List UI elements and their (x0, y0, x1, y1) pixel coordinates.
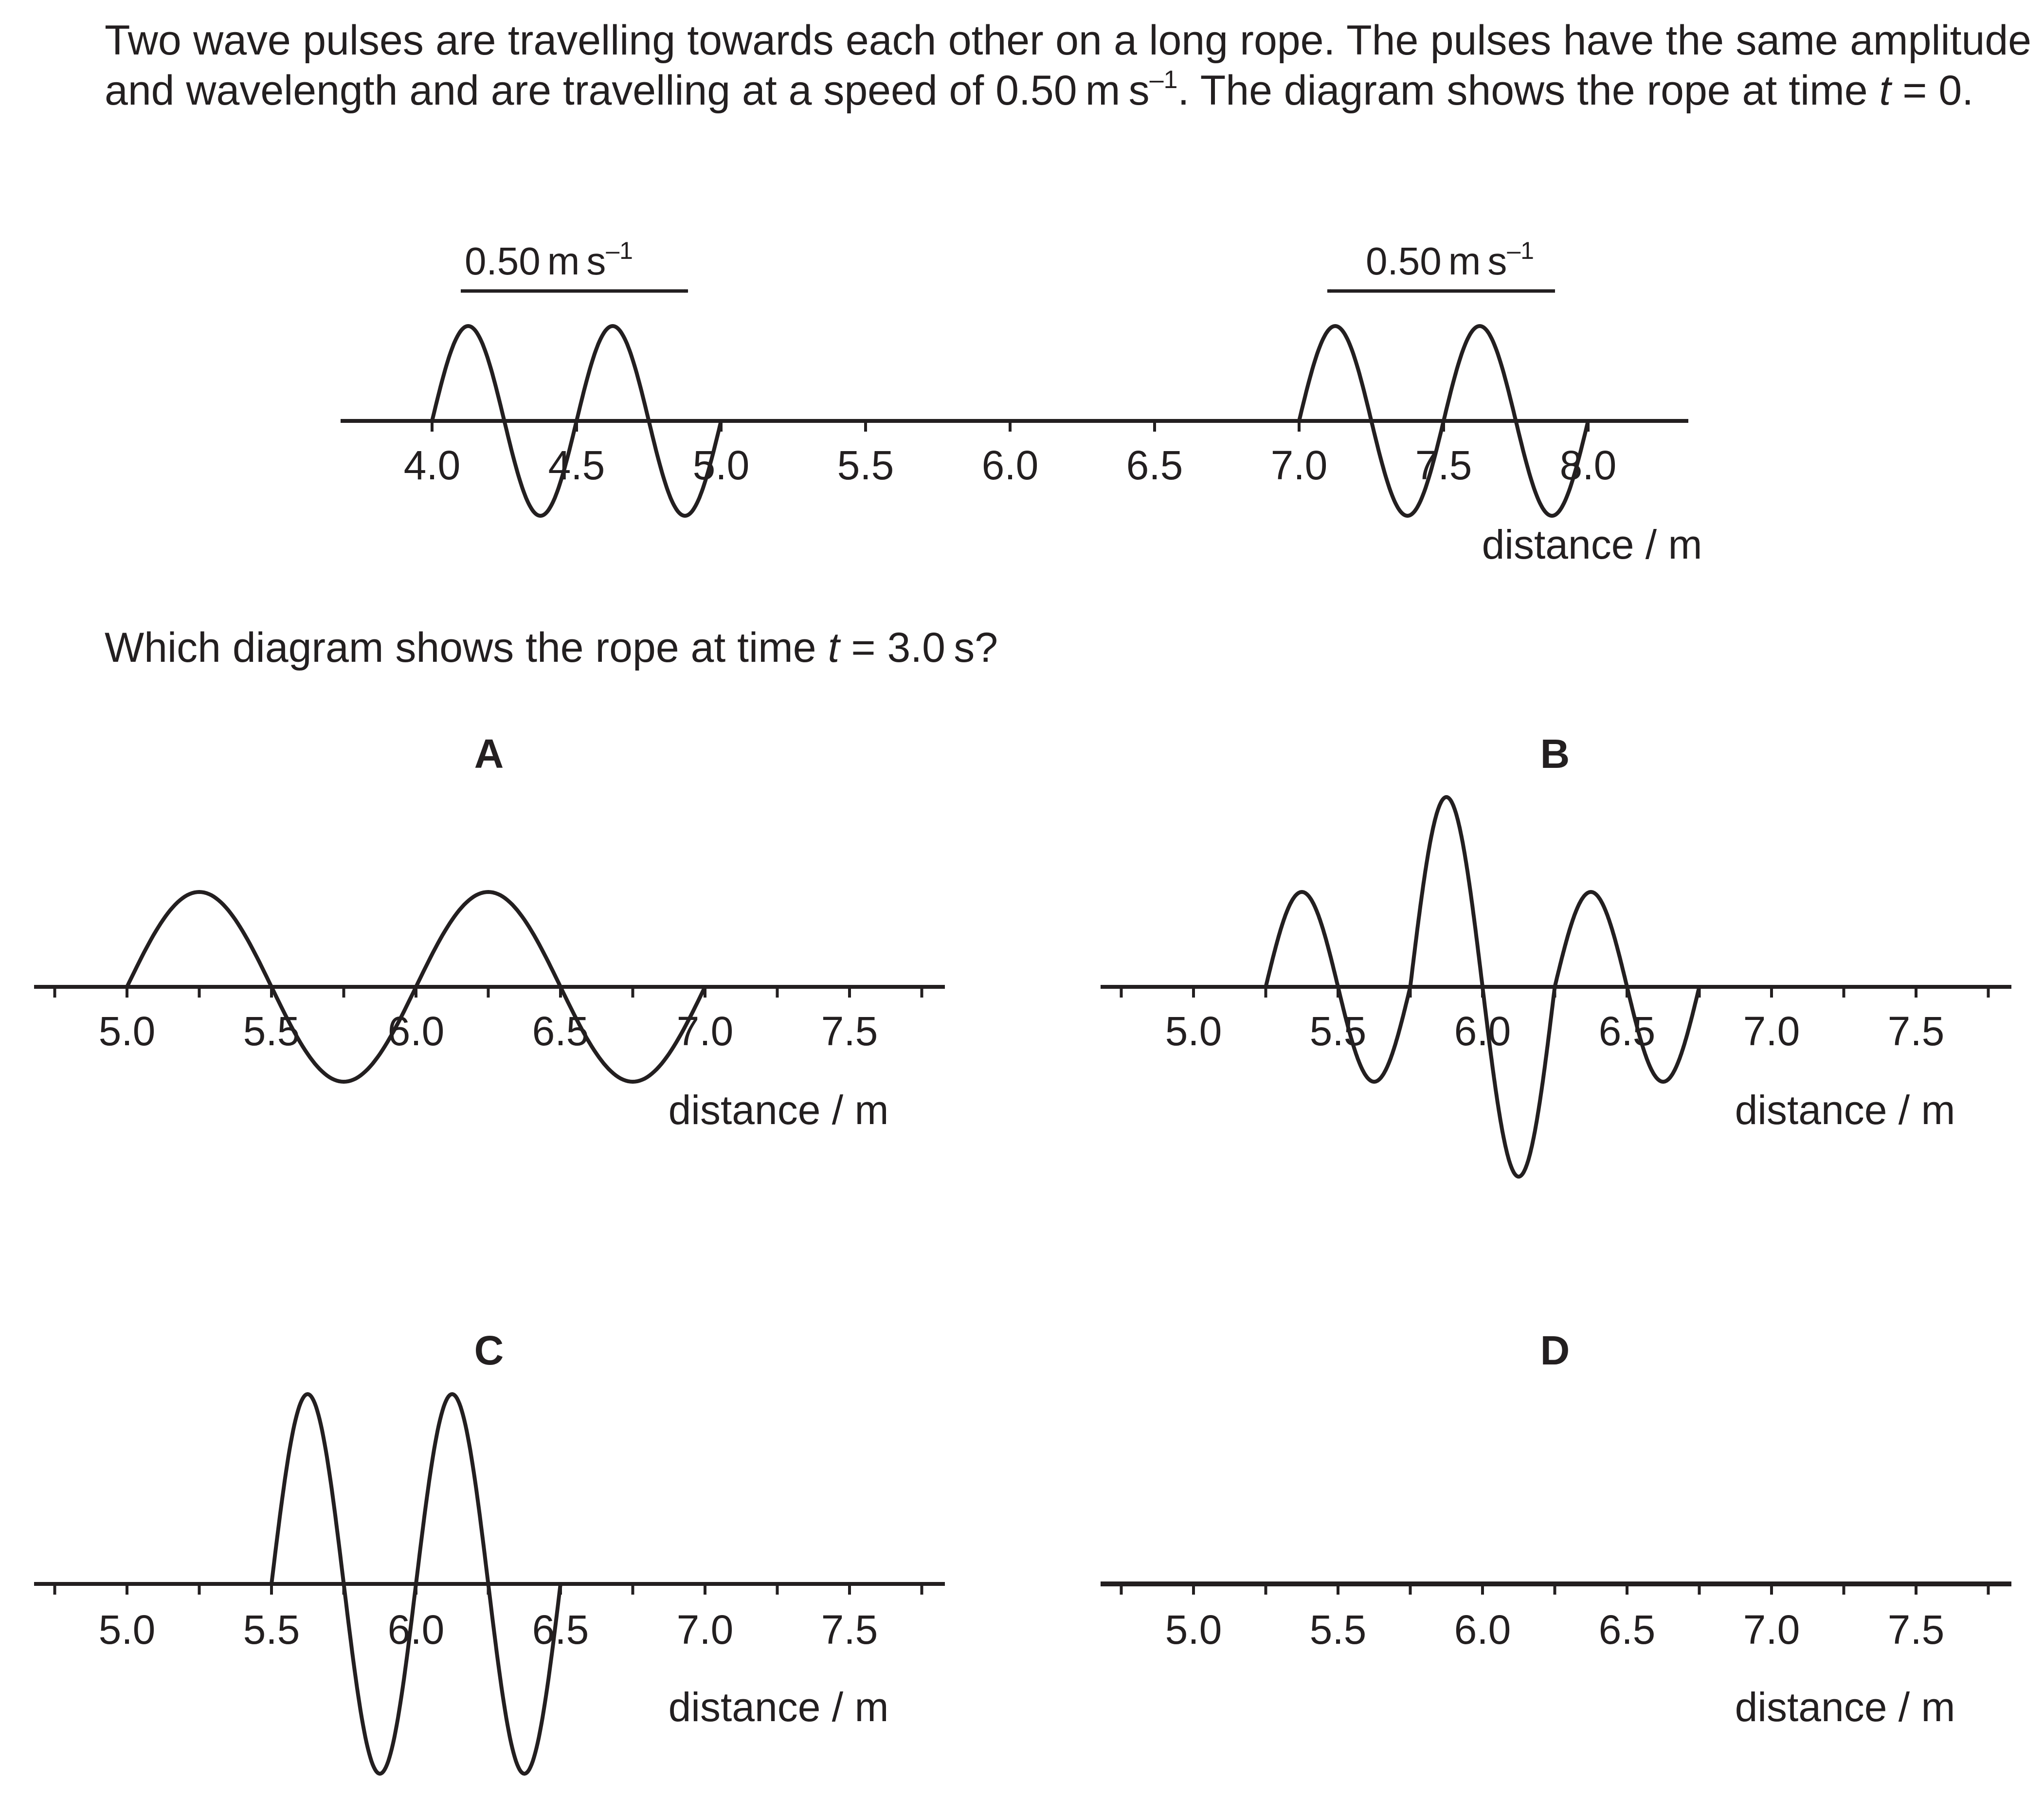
tick-label: 5.0 (1165, 1607, 1222, 1653)
wave-pulse-2 (1408, 795, 1557, 1179)
x-axis-label: distance / m (669, 1087, 889, 1133)
prompt-time-variable: t (828, 624, 840, 671)
tick-label: 7.0 (1743, 1607, 1800, 1653)
tick-label: 5.5 (1310, 1008, 1367, 1054)
tick-label: 5.5 (243, 1008, 300, 1054)
option-c: C 5.0 5.5 6.0 6.5 7.0 7.5 distance / m (34, 1327, 945, 1776)
speed-label-right: 0.50 m s–1 (1366, 237, 1534, 283)
tick-label: 6.5 (532, 1607, 589, 1653)
tick-label: 5.0 (1165, 1008, 1222, 1054)
tick-label: 6.0 (388, 1008, 445, 1054)
x-axis-label: distance / m (1735, 1087, 1955, 1133)
tick-label: 7.0 (677, 1008, 734, 1054)
question-prompt: Which diagram shows the rope at time t =… (105, 623, 2031, 673)
tick-label: 6.0 (1454, 1607, 1511, 1653)
x-axis-label: distance / m (1482, 522, 1702, 567)
tick-label: 4.0 (404, 442, 461, 488)
prompt-time-value: = 3.0 (839, 624, 945, 671)
speed-label-left: 0.50 m s–1 (465, 237, 633, 283)
stem-text: Two wave pulses are travelling towards e… (105, 17, 2031, 114)
stem-text-2: . The diagram shows the rope at time (1177, 67, 1880, 114)
tick-label: 7.0 (1743, 1008, 1800, 1054)
time-variable: t (1879, 67, 1891, 114)
option-b: B 5.0 5.5 6.0 6.5 7.0 7.5 distance / m (1101, 731, 2011, 1179)
tick-label: 7.5 (1888, 1607, 1945, 1653)
tick-label: 7.5 (1888, 1008, 1945, 1054)
wave-pulse-3 (1553, 890, 1701, 1084)
option-letter-c: C (474, 1327, 504, 1373)
wave-pulse (270, 1392, 562, 1776)
tick-label: 7.0 (677, 1607, 734, 1653)
diagram-initial: 4.0 4.5 5.0 5.5 6.0 6.5 7.0 7.5 8.0 0.50 m s–1 0.5… (341, 237, 1702, 567)
x-axis-label: distance / m (1735, 1684, 1955, 1730)
tick-label: 6.0 (1454, 1008, 1511, 1054)
speed-unit-s: s (1128, 67, 1150, 114)
time-zero: = 0. (1891, 67, 1974, 114)
tick-label: 6.5 (532, 1008, 589, 1054)
option-a: A 5.0 5.5 6.0 6.5 7.0 7.5 distance / m (34, 731, 945, 1133)
tick-label: 7.5 (821, 1607, 878, 1653)
tick-label: 7.0 (1271, 442, 1328, 488)
tick-label: 5.5 (837, 442, 894, 488)
prompt-text: Which diagram shows the rope at time (105, 624, 828, 671)
option-letter-d: D (1540, 1327, 1570, 1373)
tick-label: 7.5 (1415, 442, 1472, 488)
wave-pulse-1 (1264, 890, 1412, 1084)
option-d: D 5.0 5.5 6.0 6.5 7.0 7.5 distance / m (1101, 1327, 2011, 1730)
tick-label: 5.5 (243, 1607, 300, 1653)
tick-label: 6.5 (1126, 442, 1183, 488)
tick-label: 5.0 (99, 1008, 156, 1054)
tick-label: 6.0 (388, 1607, 445, 1653)
tick-label: 5.5 (1310, 1607, 1367, 1653)
wave-pulse (125, 890, 707, 1084)
ticks: 5.0 5.5 6.0 6.5 7.0 7.5 (53, 987, 923, 1054)
option-letter-b: B (1540, 731, 1570, 777)
speed-exponent: –1 (1149, 66, 1178, 94)
ticks: 4.0 4.5 5.0 5.5 6.0 6.5 7.0 7.5 8.0 (404, 421, 1617, 488)
tick-label: 5.0 (99, 1607, 156, 1653)
question-stem: Two wave pulses are travelling towards e… (105, 16, 2031, 116)
tick-label: 6.5 (1599, 1607, 1656, 1653)
option-letter-a: A (474, 731, 504, 777)
wave-pulse-right (1297, 324, 1590, 518)
prompt-end: ? (975, 624, 998, 671)
x-axis-label: distance / m (669, 1684, 889, 1730)
tick-label: 8.0 (1560, 442, 1617, 488)
tick-label: 5.0 (693, 442, 750, 488)
ticks: 5.0 5.5 6.0 6.5 7.0 7.5 (1120, 1584, 1990, 1653)
speed-value: 0.50 (995, 67, 1077, 114)
tick-label: 4.5 (548, 442, 605, 488)
tick-label: 6.0 (982, 442, 1039, 488)
wave-pulse-left (430, 324, 723, 518)
tick-label: 6.5 (1599, 1008, 1656, 1054)
tick-label: 7.5 (821, 1008, 878, 1054)
prompt-time-unit: s (954, 624, 975, 671)
speed-unit-m: m (1085, 67, 1121, 114)
ticks: 5.0 5.5 6.0 6.5 7.0 7.5 (1120, 987, 1990, 1054)
